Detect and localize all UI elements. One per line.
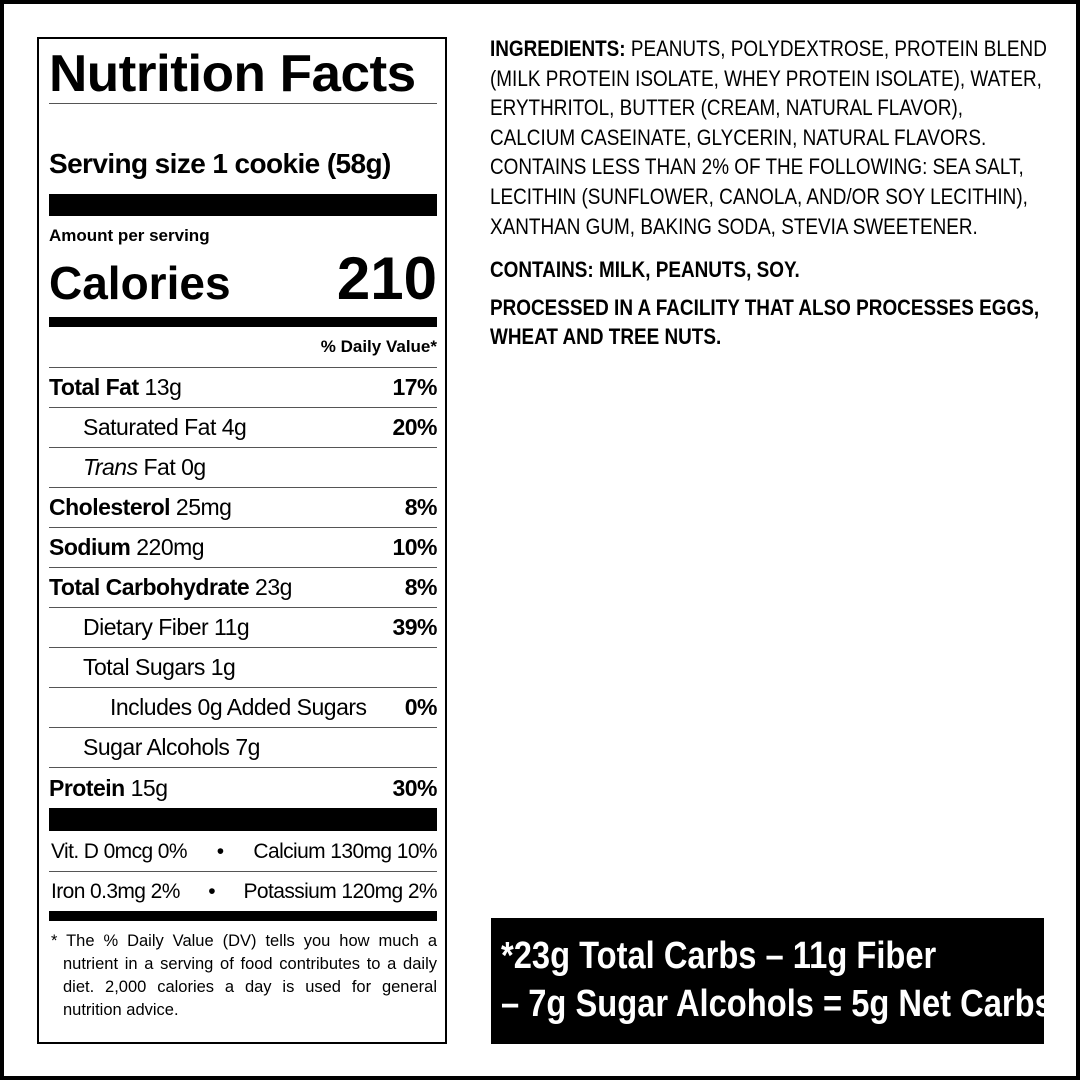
- nutrient-label-suffix: Fat: [143, 454, 176, 480]
- divider: [49, 367, 437, 368]
- nutrition-facts-panel: [37, 37, 447, 1044]
- calories-value: 210: [336, 245, 437, 312]
- divider: [49, 103, 437, 104]
- nutrient-name: Saturated Fat 4g: [49, 414, 247, 441]
- nutrient-row: Dietary Fiber 11g 39%: [49, 608, 437, 648]
- nutrient-label: Sugar Alcohols: [83, 734, 230, 760]
- nutrient-name: Total Sugars 1g: [49, 654, 236, 681]
- net-carbs-line-1: *23g Total Carbs – 11g Fiber: [501, 935, 937, 977]
- nutrient-label: Includes 0g Added Sugars: [110, 694, 367, 720]
- nutrient-list: Total Fat 13g 17% Saturated Fat 4g 20% Trans…: [49, 368, 438, 808]
- nutrient-daily-value: 0%: [404, 694, 438, 720]
- nutrient-row: Sodium 220mg 10%: [49, 528, 437, 568]
- calories-label: Calories: [49, 257, 231, 309]
- vitamin-row: Vit. D 0mcg 0% • Calcium 130mg 10%: [49, 832, 438, 872]
- nutrient-amount: 1g: [210, 654, 236, 680]
- amount-per-serving: Amount per serving: [49, 226, 210, 245]
- nutrition-facts-title: Nutrition Facts: [49, 45, 416, 103]
- daily-value-header: % Daily Value*: [320, 337, 437, 356]
- nutrient-name: Total Fat 13g: [49, 374, 182, 401]
- nutrient-name: Sodium 220mg: [49, 534, 205, 561]
- thick-divider: [49, 194, 437, 216]
- nutrient-daily-value: 8%: [404, 494, 438, 520]
- nutrient-label: Total Carbohydrate: [49, 574, 250, 600]
- bullet: •: [208, 880, 216, 903]
- vitamin-d: Vit. D 0mcg 0%: [51, 839, 188, 863]
- nutrient-label: Protein: [49, 774, 125, 801]
- nutrient-row: Includes 0g Added Sugars 0%: [49, 688, 438, 728]
- vitamin-list: Vit. D 0mcg 0% • Calcium 130mg 10% Iron …: [49, 832, 438, 912]
- nutrient-amount: 11g: [214, 614, 250, 640]
- vitamin-row: Iron 0.3mg 2% • Potassium 120mg 2%: [49, 872, 438, 912]
- thick-divider: [49, 808, 437, 831]
- nutrient-amount: 13g: [144, 374, 182, 400]
- nutrient-label: Trans: [83, 454, 138, 480]
- nutrient-name: Sugar Alcohols 7g: [49, 734, 260, 761]
- thick-divider: [49, 317, 437, 327]
- nutrient-amount: 23g: [255, 574, 292, 600]
- nutrient-daily-value: 10%: [392, 534, 437, 560]
- ingredients-text: PEANUTS, POLYDEXTROSE, PROTEIN BLEND (MI…: [490, 36, 1047, 239]
- net-carbs-line-2: – 7g Sugar Alcohols = 5g Net Carbs: [501, 983, 1053, 1025]
- nutrient-row: Total Carbohydrate 23g 8%: [49, 568, 438, 608]
- nutrient-amount: 220mg: [136, 534, 205, 560]
- nutrient-name: Total Carbohydrate 23g: [49, 574, 292, 601]
- nutrient-label: Dietary Fiber: [83, 614, 209, 640]
- nutrient-daily-value: 30%: [392, 774, 437, 801]
- calories-row: Calories 210: [49, 244, 437, 313]
- nutrient-daily-value: 8%: [404, 574, 438, 600]
- nutrient-row: Saturated Fat 4g 20%: [49, 408, 437, 448]
- ingredients-heading: INGREDIENTS:: [490, 36, 626, 61]
- nutrient-name: Dietary Fiber 11g: [49, 614, 250, 641]
- facility-warning: PROCESSED IN A FACILITY THAT ALSO PROCES…: [490, 294, 1040, 350]
- nutrient-row: Protein 15g 30%: [49, 768, 437, 808]
- nutrient-row: Total Sugars 1g: [49, 648, 437, 688]
- nutrient-row: Sugar Alcohols 7g: [49, 728, 437, 768]
- ingredients-block: INGREDIENTS: PEANUTS, POLYDEXTROSE, PROT…: [490, 34, 1049, 360]
- serving-size: Serving size 1 cookie (58g): [49, 148, 391, 179]
- nutrient-label: Total Sugars: [83, 654, 205, 680]
- calcium: Calcium 130mg 10%: [253, 839, 437, 863]
- nutrient-name: Cholesterol 25mg: [49, 494, 232, 521]
- nutrient-daily-value: 39%: [392, 614, 437, 640]
- bullet: •: [216, 839, 224, 863]
- daily-value-footnote: * The % Daily Value (DV) tells you how m…: [51, 932, 437, 1019]
- nutrient-name: Trans Fat 0g: [49, 454, 206, 481]
- allergen-contains: CONTAINS: MILK, PEANUTS, SOY.: [490, 257, 800, 283]
- nutrient-label: Total Fat: [49, 374, 139, 400]
- potassium: Potassium 120mg 2%: [243, 880, 438, 903]
- nutrient-name: Protein 15g: [49, 775, 168, 802]
- nutrient-row: Total Fat 13g 17%: [49, 368, 437, 408]
- nutrient-amount: 0g: [181, 454, 206, 480]
- nutrient-label: Saturated Fat: [83, 414, 216, 440]
- thick-divider: [49, 911, 437, 921]
- nutrient-row: Cholesterol 25mg 8%: [49, 488, 438, 528]
- nutrient-amount: 25mg: [175, 494, 232, 520]
- nutrient-label: Cholesterol: [49, 494, 171, 520]
- iron: Iron 0.3mg 2%: [51, 880, 180, 903]
- nutrient-daily-value: 20%: [392, 414, 437, 440]
- nutrient-amount: 15g: [130, 774, 168, 801]
- nutrient-label: Sodium: [49, 534, 131, 560]
- nutrient-daily-value: 17%: [392, 374, 437, 400]
- nutrient-row: Trans Fat 0g: [49, 448, 437, 488]
- nutrient-amount: 7g: [235, 734, 260, 760]
- nutrient-amount: 4g: [221, 414, 247, 440]
- nutrient-name: Includes 0g Added Sugars: [49, 694, 367, 721]
- net-carbs-banner: *23g Total Carbs – 11g Fiber – 7g Sugar …: [491, 918, 1053, 1044]
